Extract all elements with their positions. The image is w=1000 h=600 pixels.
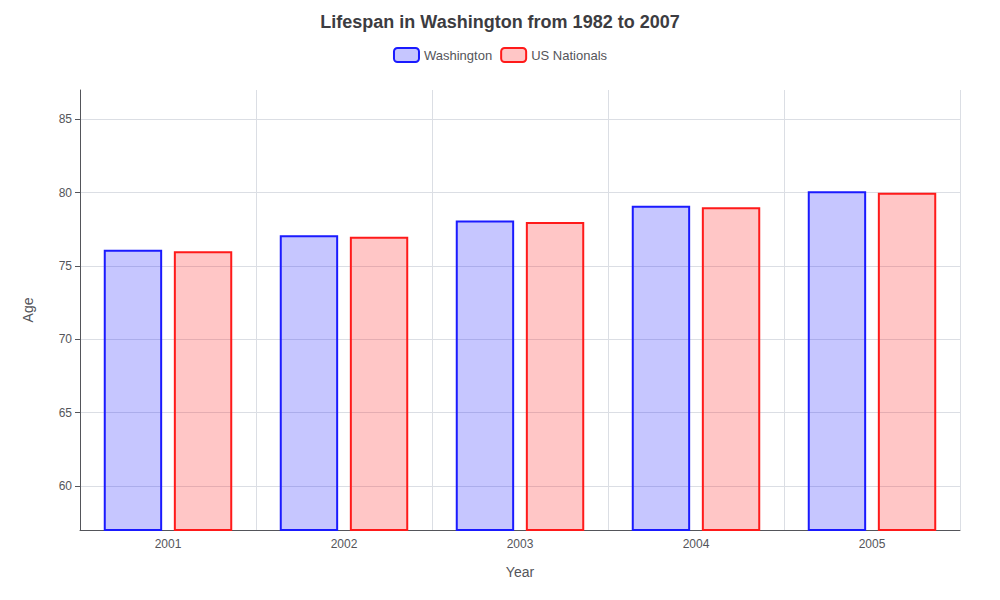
svg-text:75: 75 [59,259,73,273]
svg-text:80: 80 [59,186,73,200]
svg-text:Age: Age [20,297,36,322]
svg-text:US Nationals: US Nationals [531,48,607,63]
svg-text:Year: Year [506,564,535,580]
svg-text:2002: 2002 [331,537,358,551]
svg-text:Lifespan in Washington from 19: Lifespan in Washington from 1982 to 2007 [320,12,679,32]
svg-text:Washington: Washington [424,48,492,63]
svg-text:85: 85 [59,112,73,126]
svg-text:70: 70 [59,332,73,346]
svg-text:2001: 2001 [155,537,182,551]
svg-text:60: 60 [59,479,73,493]
svg-text:2003: 2003 [507,537,534,551]
svg-text:65: 65 [59,406,73,420]
svg-text:2005: 2005 [859,537,886,551]
svg-text:2004: 2004 [683,537,710,551]
